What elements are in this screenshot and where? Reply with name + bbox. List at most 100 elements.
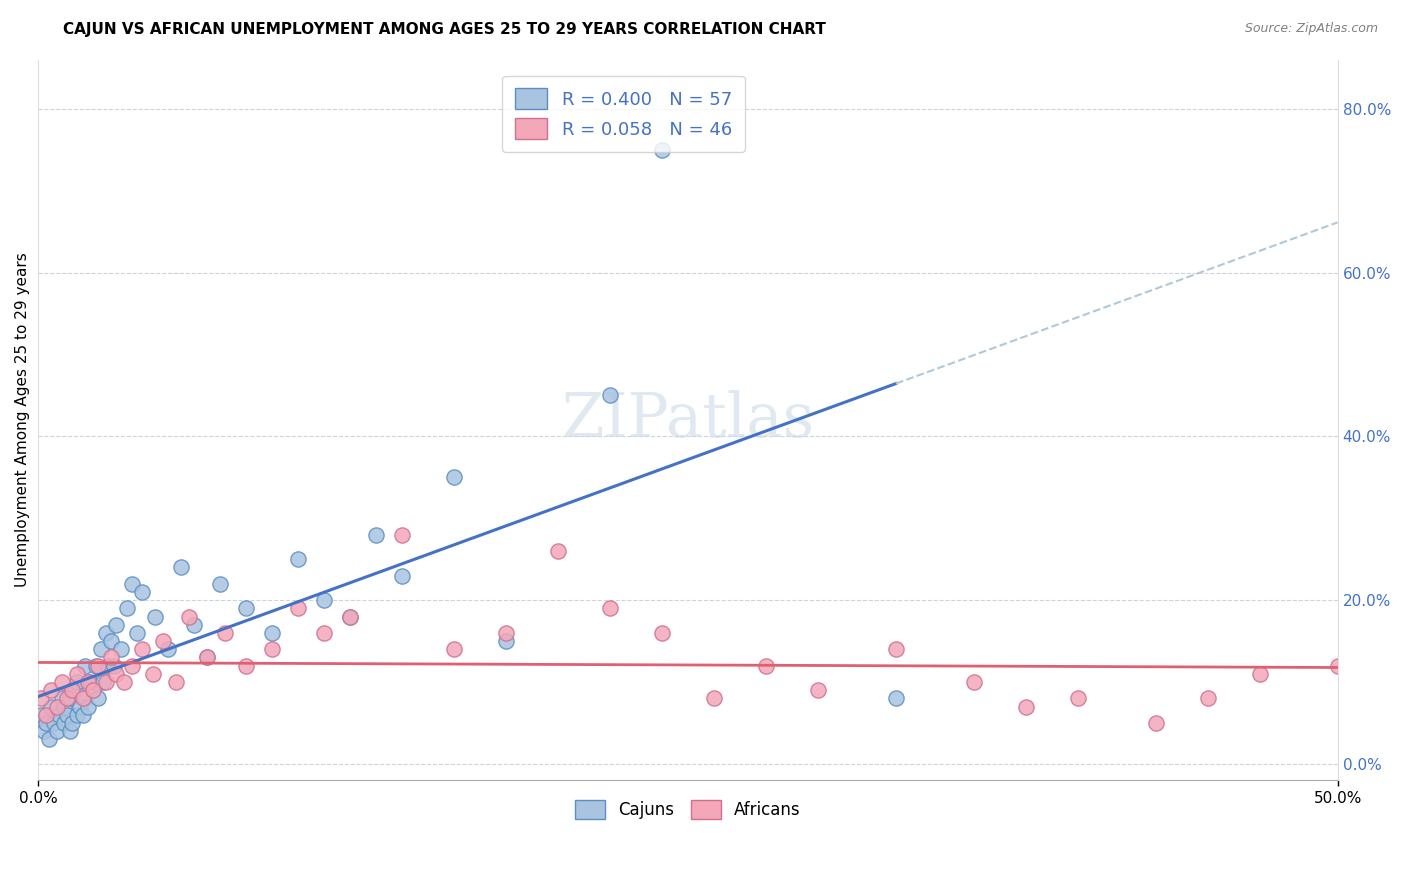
Point	[103, 658, 125, 673]
Point	[1249, 666, 1271, 681]
Point	[79, 675, 101, 690]
Point	[51, 675, 73, 690]
Point	[76, 675, 98, 690]
Point	[651, 626, 673, 640]
Point	[41, 683, 63, 698]
Point	[262, 642, 284, 657]
Point	[56, 707, 79, 722]
Point	[214, 626, 236, 640]
Point	[755, 658, 778, 673]
Point	[110, 642, 132, 657]
Point	[60, 716, 83, 731]
Point	[131, 642, 153, 657]
Y-axis label: Unemployment Among Ages 25 to 29 years: Unemployment Among Ages 25 to 29 years	[15, 252, 30, 587]
Point	[963, 675, 986, 690]
Point	[84, 658, 107, 673]
Point	[287, 601, 309, 615]
Point	[703, 691, 725, 706]
Point	[165, 675, 187, 690]
Point	[53, 716, 76, 731]
Point	[35, 707, 58, 722]
Point	[339, 609, 361, 624]
Point	[443, 470, 465, 484]
Point	[1326, 658, 1348, 673]
Point	[35, 716, 58, 731]
Point	[30, 707, 52, 722]
Point	[41, 699, 63, 714]
Point	[1067, 691, 1090, 706]
Point	[75, 691, 97, 706]
Point	[66, 666, 89, 681]
Point	[105, 666, 128, 681]
Point	[125, 626, 148, 640]
Point	[121, 658, 143, 673]
Point	[807, 683, 830, 698]
Point	[884, 691, 907, 706]
Legend: Cajuns, Africans: Cajuns, Africans	[568, 794, 807, 826]
Point	[391, 527, 413, 541]
Point	[100, 634, 122, 648]
Point	[599, 601, 621, 615]
Point	[69, 699, 91, 714]
Point	[143, 609, 166, 624]
Point	[391, 568, 413, 582]
Point	[177, 609, 200, 624]
Point	[30, 691, 52, 706]
Point	[183, 617, 205, 632]
Point	[235, 601, 257, 615]
Point	[195, 650, 218, 665]
Point	[884, 642, 907, 657]
Point	[87, 691, 110, 706]
Point	[262, 626, 284, 640]
Point	[495, 634, 517, 648]
Text: Source: ZipAtlas.com: Source: ZipAtlas.com	[1244, 22, 1378, 36]
Point	[209, 576, 232, 591]
Point	[56, 691, 79, 706]
Point	[366, 527, 388, 541]
Point	[235, 658, 257, 673]
Point	[38, 732, 60, 747]
Point	[100, 650, 122, 665]
Point	[58, 724, 80, 739]
Point	[72, 691, 94, 706]
Point	[170, 560, 193, 574]
Point	[314, 593, 336, 607]
Point	[339, 609, 361, 624]
Point	[131, 585, 153, 599]
Point	[63, 683, 86, 698]
Point	[45, 699, 67, 714]
Point	[58, 691, 80, 706]
Point	[53, 699, 76, 714]
Point	[32, 724, 55, 739]
Point	[1144, 716, 1167, 731]
Point	[651, 143, 673, 157]
Point	[105, 617, 128, 632]
Point	[1015, 699, 1038, 714]
Point	[547, 544, 569, 558]
Point	[66, 707, 89, 722]
Point	[115, 601, 138, 615]
Point	[112, 675, 135, 690]
Point	[94, 675, 117, 690]
Point	[121, 576, 143, 591]
Text: CAJUN VS AFRICAN UNEMPLOYMENT AMONG AGES 25 TO 29 YEARS CORRELATION CHART: CAJUN VS AFRICAN UNEMPLOYMENT AMONG AGES…	[63, 22, 827, 37]
Point	[48, 707, 70, 722]
Point	[157, 642, 180, 657]
Point	[142, 666, 165, 681]
Point	[94, 626, 117, 640]
Text: ZIPatlas: ZIPatlas	[561, 390, 814, 450]
Point	[66, 675, 89, 690]
Point	[97, 658, 120, 673]
Point	[287, 552, 309, 566]
Point	[1197, 691, 1219, 706]
Point	[495, 626, 517, 640]
Point	[443, 642, 465, 657]
Point	[599, 388, 621, 402]
Point	[72, 707, 94, 722]
Point	[51, 691, 73, 706]
Point	[87, 658, 110, 673]
Point	[82, 683, 104, 698]
Point	[90, 642, 112, 657]
Point	[42, 716, 65, 731]
Point	[75, 658, 97, 673]
